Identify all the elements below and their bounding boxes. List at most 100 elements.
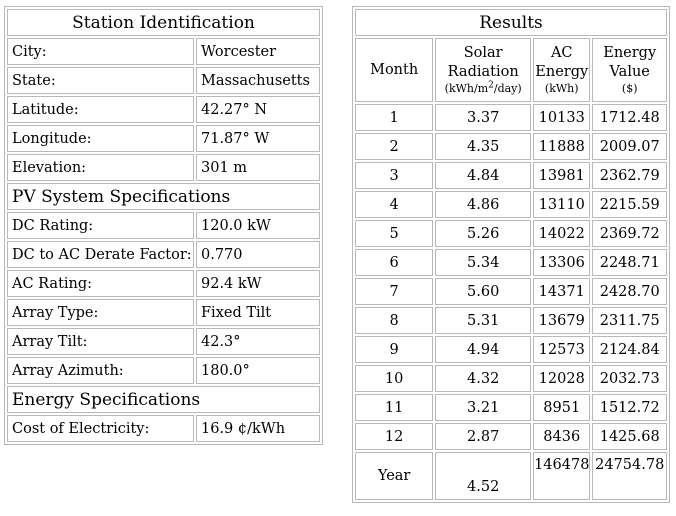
energy-value-cell: 1712.48 (592, 104, 667, 131)
energy-value-unit: ($) (621, 82, 638, 95)
solar-radiation-unit: (kWh/m2/day) (444, 80, 522, 95)
table-row: 1 3.37 10133 1712.48 (355, 104, 667, 131)
results-title: Results (355, 9, 667, 36)
solar-radiation-cell: 4.35 (435, 133, 532, 160)
energy-value-cell: 2311.75 (592, 307, 667, 334)
table-row: AC Rating: 92.4 kW (7, 270, 320, 297)
month-header: Month (355, 38, 434, 102)
month-cell: 9 (355, 336, 434, 363)
solar-radiation-header: Solar Radiation (kWh/m2/day) (435, 38, 532, 102)
month-cell: 10 (355, 365, 434, 392)
table-row: 8 5.31 13679 2311.75 (355, 307, 667, 334)
table-row: Cost of Electricity: 16.9 ¢/kWh (7, 415, 320, 442)
ac-energy-cell: 12573 (533, 336, 591, 363)
table-row: 7 5.60 14371 2428.70 (355, 278, 667, 305)
table-row: 9 4.94 12573 2124.84 (355, 336, 667, 363)
solar-radiation-cell: 4.86 (435, 191, 532, 218)
year-solar-radiation: 4.52 (435, 452, 532, 500)
energy-value-cell: 2124.84 (592, 336, 667, 363)
ac-energy-cell: 11888 (533, 133, 591, 160)
ac-energy-cell: 13679 (533, 307, 591, 334)
solar-radiation-cell: 5.31 (435, 307, 532, 334)
solar-radiation-cell: 5.26 (435, 220, 532, 247)
energy-value-cell: 2032.73 (592, 365, 667, 392)
month-cell: 11 (355, 394, 434, 421)
solar-radiation-cell: 4.32 (435, 365, 532, 392)
table-row: 11 3.21 8951 1512.72 (355, 394, 667, 421)
results-table: Results Month Solar Radiation (kWh/m2/da… (352, 6, 670, 503)
array-tilt-value: 42.3° (196, 328, 320, 355)
table-row: Longitude: 71.87° W (7, 125, 320, 152)
city-label: City: (7, 38, 194, 65)
energy-value-cell: 1425.68 (592, 423, 667, 450)
energy-value-cell: 2428.70 (592, 278, 667, 305)
month-cell: 12 (355, 423, 434, 450)
month-cell: 7 (355, 278, 434, 305)
energy-specifications-heading: Energy Specifications (7, 386, 320, 413)
city-value: Worcester (196, 38, 320, 65)
state-value: Massachusetts (196, 67, 320, 94)
month-cell: 1 (355, 104, 434, 131)
table-row: 12 2.87 8436 1425.68 (355, 423, 667, 450)
longitude-value: 71.87° W (196, 125, 320, 152)
dc-rating-value: 120.0 kW (196, 212, 320, 239)
solar-radiation-cell: 4.94 (435, 336, 532, 363)
elevation-label: Elevation: (7, 154, 194, 181)
ac-energy-header: AC Energy (kWh) (533, 38, 591, 102)
energy-value-cell: 2215.59 (592, 191, 667, 218)
station-identification-title: Station Identification (7, 9, 320, 36)
elevation-value: 301 m (196, 154, 320, 181)
table-row: Array Type: Fixed Tilt (7, 299, 320, 326)
ac-energy-unit: (kWh) (544, 82, 579, 95)
derate-factor-label: DC to AC Derate Factor: (7, 241, 194, 268)
ac-energy-cell: 8951 (533, 394, 591, 421)
energy-value-cell: 2248.71 (592, 249, 667, 276)
ac-energy-cell: 14022 (533, 220, 591, 247)
table-row: DC to AC Derate Factor: 0.770 (7, 241, 320, 268)
latitude-label: Latitude: (7, 96, 194, 123)
ac-rating-value: 92.4 kW (196, 270, 320, 297)
array-tilt-label: Array Tilt: (7, 328, 194, 355)
table-row: Array Tilt: 42.3° (7, 328, 320, 355)
array-type-value: Fixed Tilt (196, 299, 320, 326)
table-row: 10 4.32 12028 2032.73 (355, 365, 667, 392)
array-azimuth-value: 180.0° (196, 357, 320, 384)
longitude-label: Longitude: (7, 125, 194, 152)
month-cell: 3 (355, 162, 434, 189)
solar-radiation-header-label: Solar Radiation (447, 45, 519, 80)
ac-energy-cell: 13110 (533, 191, 591, 218)
table-row: 5 5.26 14022 2369.72 (355, 220, 667, 247)
ac-energy-header-label: AC Energy (535, 45, 589, 80)
ac-energy-cell: 12028 (533, 365, 591, 392)
dc-rating-label: DC Rating: (7, 212, 194, 239)
ac-energy-cell: 10133 (533, 104, 591, 131)
energy-value-header: Energy Value ($) (592, 38, 667, 102)
station-spec-table: Station Identification City: Worcester St… (4, 6, 323, 445)
energy-value-cell: 1512.72 (592, 394, 667, 421)
results-header-row: Month Solar Radiation (kWh/m2/day) AC En… (355, 38, 667, 102)
ac-energy-cell: 13306 (533, 249, 591, 276)
table-row: State: Massachusetts (7, 67, 320, 94)
latitude-value: 42.27° N (196, 96, 320, 123)
ac-energy-cell: 8436 (533, 423, 591, 450)
cost-of-electricity-value: 16.9 ¢/kWh (196, 415, 320, 442)
array-azimuth-label: Array Azimuth: (7, 357, 194, 384)
solar-radiation-cell: 3.37 (435, 104, 532, 131)
derate-factor-value: 0.770 (196, 241, 320, 268)
month-cell: 8 (355, 307, 434, 334)
year-label: Year (355, 452, 434, 500)
pv-system-specifications-heading: PV System Specifications (7, 183, 320, 210)
solar-radiation-cell: 4.84 (435, 162, 532, 189)
solar-radiation-cell: 3.21 (435, 394, 532, 421)
year-total-row: Year 4.52 146478 24754.78 (355, 452, 667, 500)
table-row: Elevation: 301 m (7, 154, 320, 181)
solar-radiation-cell: 5.34 (435, 249, 532, 276)
table-row: Array Azimuth: 180.0° (7, 357, 320, 384)
table-row: City: Worcester (7, 38, 320, 65)
year-ac-energy: 146478 (533, 452, 591, 500)
array-type-label: Array Type: (7, 299, 194, 326)
month-cell: 5 (355, 220, 434, 247)
table-row: 3 4.84 13981 2362.79 (355, 162, 667, 189)
solar-radiation-cell: 2.87 (435, 423, 532, 450)
state-label: State: (7, 67, 194, 94)
